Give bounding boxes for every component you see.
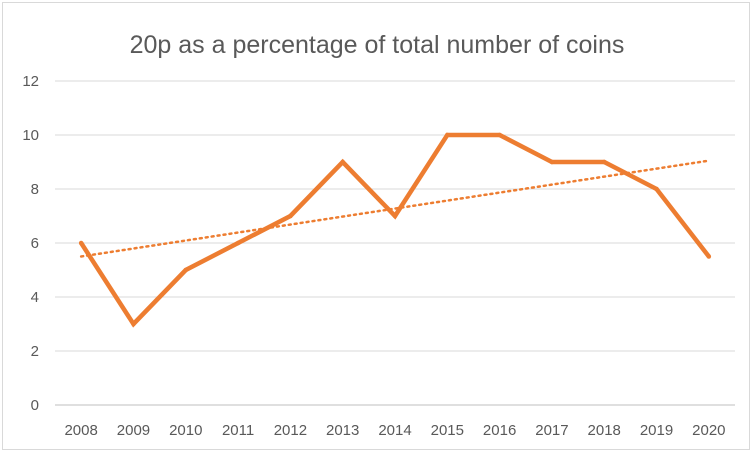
trendline-line bbox=[79, 159, 711, 258]
data-point bbox=[601, 159, 607, 165]
data-point bbox=[183, 267, 189, 273]
series-line bbox=[79, 132, 711, 328]
x-tick-label: 2017 bbox=[535, 422, 568, 439]
trendline bbox=[79, 159, 711, 258]
x-tick-label: 2015 bbox=[431, 422, 464, 439]
y-tick-label: 4 bbox=[31, 289, 39, 306]
data-point bbox=[549, 159, 555, 165]
x-tick-label: 2013 bbox=[326, 422, 359, 439]
y-tick-label: 6 bbox=[31, 235, 39, 252]
x-tick-label: 2011 bbox=[222, 422, 254, 439]
data-point bbox=[445, 132, 450, 138]
x-tick-label: 2020 bbox=[692, 422, 725, 439]
line-chart: 20p as a percentage of total number of c… bbox=[22, 31, 735, 439]
data-point bbox=[131, 321, 136, 327]
y-tick-label: 12 bbox=[22, 73, 39, 90]
data-point bbox=[706, 254, 712, 259]
x-tick-label: 2010 bbox=[169, 422, 202, 439]
data-point bbox=[78, 240, 84, 246]
data-series bbox=[78, 132, 712, 328]
x-tick-label: 2016 bbox=[483, 422, 516, 439]
y-tick-label: 2 bbox=[31, 343, 39, 360]
y-tick-label: 10 bbox=[22, 127, 39, 144]
x-tick-label: 2012 bbox=[274, 422, 307, 439]
data-point bbox=[235, 240, 241, 246]
data-point bbox=[340, 159, 345, 165]
x-axis-tick-labels: 2008 2009 2010 2011 2012 2013 2014 2015 2016 2017… bbox=[64, 422, 725, 439]
data-point bbox=[288, 213, 293, 219]
data-point bbox=[654, 186, 659, 192]
chart-title: 20p as a percentage of total number of c… bbox=[130, 31, 625, 59]
gridlines bbox=[55, 80, 735, 406]
y-axis-tick-labels: 0 2 4 6 8 10 12 bbox=[22, 73, 39, 414]
data-point bbox=[392, 213, 398, 219]
x-tick-label: 2014 bbox=[378, 422, 411, 439]
x-tick-label: 2008 bbox=[64, 422, 97, 439]
y-tick-label: 0 bbox=[31, 397, 39, 414]
y-tick-label: 8 bbox=[31, 181, 39, 198]
x-tick-label: 2018 bbox=[588, 422, 621, 439]
data-point bbox=[497, 132, 502, 138]
x-tick-label: 2009 bbox=[117, 422, 150, 439]
chart-frame: 20p as a percentage of total number of c… bbox=[2, 2, 750, 450]
x-tick-label: 2019 bbox=[640, 422, 673, 439]
